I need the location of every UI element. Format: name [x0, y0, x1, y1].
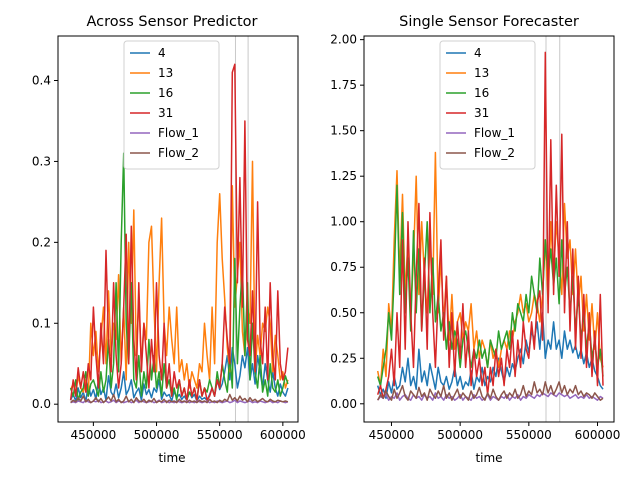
right-y-tick-label: 1.00 — [330, 215, 357, 229]
left-series-line-31 — [69, 63, 289, 401]
left-legend-label: 16 — [158, 86, 173, 100]
left-series-line-13 — [69, 160, 289, 397]
right-series-line-flow-2 — [377, 381, 604, 401]
right-y-tick-label: 0.75 — [330, 260, 357, 274]
left-y-tick-label: 0.2 — [32, 235, 51, 249]
right-x-tick-label: 550000 — [506, 428, 552, 442]
left-x-tick-label: 550000 — [197, 428, 243, 442]
left-x-tick-label: 500000 — [134, 428, 180, 442]
left-legend-label: 31 — [158, 106, 173, 120]
left-axes-frame — [57, 35, 299, 423]
right-y-tick-label: 0.25 — [330, 351, 357, 365]
right-y-tick-label: 2.00 — [330, 33, 357, 47]
right-y-tick-label: 1.25 — [330, 169, 357, 183]
left-legend-label: Flow_2 — [158, 146, 199, 160]
right-y-tick-label: 0.00 — [330, 397, 357, 411]
left-x-tick-label: 450000 — [70, 428, 116, 442]
left-subplot: Across Sensor Predictor time 450000 50000… — [32, 14, 306, 465]
right-legend-label: Flow_1 — [474, 126, 515, 140]
right-series-line-4 — [376, 312, 604, 400]
right-legend-label: 16 — [474, 86, 489, 100]
right-y-tick-label: 1.75 — [330, 78, 357, 92]
right-axes-frame — [363, 35, 615, 423]
left-legend-label: Flow_1 — [158, 126, 199, 140]
right-x-axis-label: time — [475, 451, 502, 465]
right-y-tick-label: 1.50 — [330, 124, 357, 138]
left-subplot-title: Across Sensor Predictor — [87, 14, 258, 30]
left-legend-label: 13 — [158, 66, 173, 80]
right-x-tick-label: 600000 — [575, 428, 621, 442]
right-x-tick-label: 450000 — [369, 428, 415, 442]
left-y-tick-label: 0.1 — [32, 316, 51, 330]
left-y-tick-label: 0.4 — [32, 74, 51, 88]
right-subplot: Single Sensor Forecaster time 450000 5000… — [330, 14, 620, 465]
right-subplot-title: Single Sensor Forecaster — [399, 14, 579, 30]
right-legend-label: 31 — [474, 106, 489, 120]
right-legend-label: 4 — [474, 46, 482, 60]
left-y-tick-label: 0.0 — [32, 397, 51, 411]
left-y-tick-label: 0.3 — [32, 154, 51, 168]
left-x-axis-label: time — [158, 451, 185, 465]
right-series-line-31 — [376, 51, 604, 400]
left-legend-label: 4 — [158, 46, 166, 60]
right-legend-label: 13 — [474, 66, 489, 80]
left-series-line-flow-1 — [70, 399, 289, 404]
right-y-tick-label: 0.50 — [330, 306, 357, 320]
right-x-tick-label: 500000 — [437, 428, 483, 442]
right-legend-label: Flow_2 — [474, 146, 515, 160]
left-series-line-4 — [69, 346, 289, 403]
left-x-tick-label: 600000 — [260, 428, 306, 442]
left-series-line-flow-2 — [70, 393, 289, 404]
